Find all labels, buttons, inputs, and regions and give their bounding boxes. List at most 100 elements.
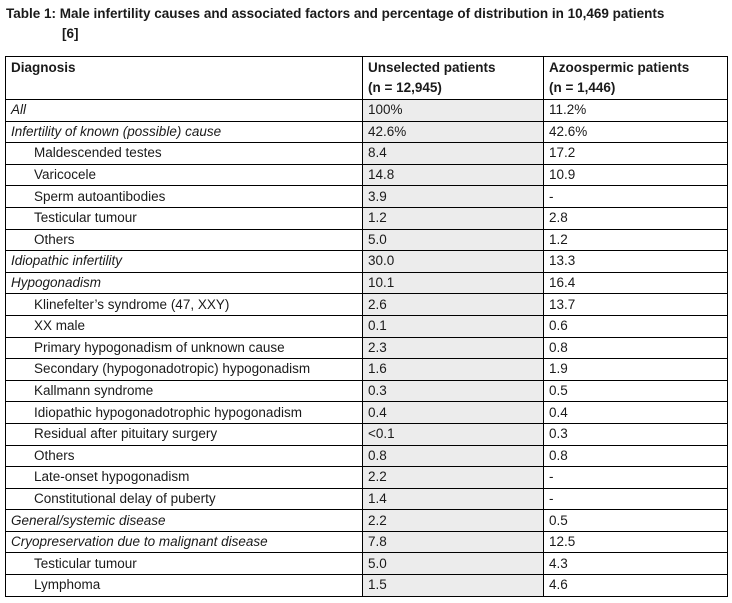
table-row: Others 0.8 0.8 bbox=[5, 444, 728, 468]
unselected-value-cell: 10.1 bbox=[362, 271, 544, 295]
unselected-value-cell: 2.2 bbox=[362, 509, 544, 532]
unselected-value-cell: 0.1 bbox=[362, 314, 544, 338]
diagnosis-category-cell: General/systemic disease bbox=[5, 509, 363, 532]
diagnosis-subitem-cell: Late-onset hypogonadism bbox=[5, 466, 363, 489]
table-row: Others 5.0 1.2 bbox=[5, 228, 728, 252]
unselected-value-cell: 5.0 bbox=[362, 552, 544, 576]
azoospermic-value-cell: 17.2 bbox=[543, 142, 728, 165]
unselected-value-cell: 2.3 bbox=[362, 336, 544, 360]
table-row: Maldescended testes 8.4 17.2 bbox=[5, 142, 728, 165]
unselected-value-cell: 7.8 bbox=[362, 530, 544, 554]
header-diagnosis-label: Diagnosis bbox=[11, 60, 76, 75]
unselected-value-cell: 0.8 bbox=[362, 444, 544, 468]
table-row: Testicular tumour 5.0 4.3 bbox=[5, 552, 728, 576]
unselected-value-cell: 5.0 bbox=[362, 228, 544, 252]
table-row: Hypogonadism 10.1 16.4 bbox=[5, 271, 728, 295]
unselected-value-cell: <0.1 bbox=[362, 422, 544, 446]
table-row: Varicocele 14.8 10.9 bbox=[5, 163, 728, 187]
table-row: Primary hypogonadism of unknown cause 2.3… bbox=[5, 336, 728, 360]
diagnosis-subitem-cell: Constitutional delay of puberty bbox=[5, 487, 363, 511]
azoospermic-value-cell: 0.4 bbox=[543, 401, 728, 424]
diagnosis-subitem-cell: Residual after pituitary surgery bbox=[5, 422, 363, 446]
unselected-value-cell: 0.3 bbox=[362, 379, 544, 403]
azoospermic-value-cell: 10.9 bbox=[543, 163, 728, 187]
caption-reference: [6] bbox=[62, 26, 79, 41]
azoospermic-value-cell: 1.9 bbox=[543, 358, 728, 381]
table-row: General/systemic disease 2.2 0.5 bbox=[5, 509, 728, 532]
unselected-value-cell: 1.5 bbox=[362, 574, 544, 597]
diagnosis-subitem-cell: Klinefelter’s syndrome (47, XXY) bbox=[5, 293, 363, 316]
diagnosis-subitem-cell: Others bbox=[5, 444, 363, 468]
unselected-value-cell: 1.2 bbox=[362, 206, 544, 230]
unselected-value-cell: 30.0 bbox=[362, 250, 544, 273]
diagnosis-subitem-cell: Primary hypogonadism of unknown cause bbox=[5, 336, 363, 360]
diagnosis-subitem-cell: Testicular tumour bbox=[5, 206, 363, 230]
unselected-value-cell: 100% bbox=[362, 99, 544, 122]
table-row: Kallmann syndrome 0.3 0.5 bbox=[5, 379, 728, 403]
table-row: Sperm autoantibodies 3.9- bbox=[5, 185, 728, 208]
diagnosis-subitem-cell: Others bbox=[5, 228, 363, 252]
diagnosis-subitem-cell: Sperm autoantibodies bbox=[5, 185, 363, 208]
azoospermic-value-cell: 4.6 bbox=[543, 574, 728, 597]
azoospermic-value-cell: 42.6% bbox=[543, 120, 728, 144]
azoospermic-value-cell: 0.8 bbox=[543, 444, 728, 468]
azoospermic-value-cell: 0.5 bbox=[543, 379, 728, 403]
header-azoospermic-label: Azoospermic patients bbox=[549, 60, 690, 75]
diagnosis-category-cell: Idiopathic infertility bbox=[5, 250, 363, 273]
table-row: Lymphoma 1.5 4.6 bbox=[5, 574, 728, 597]
unselected-value-cell: 14.8 bbox=[362, 163, 544, 187]
header-unselected-n: (n = 12,945) bbox=[368, 80, 442, 95]
azoospermic-value-cell: - bbox=[543, 185, 728, 208]
azoospermic-value-cell: 13.7 bbox=[543, 293, 728, 316]
diagnosis-subitem-cell: XX male bbox=[5, 314, 363, 338]
table-row: Late-onset hypogonadism 2.2- bbox=[5, 466, 728, 489]
header-unselected-label: Unselected patients bbox=[368, 60, 496, 75]
diagnosis-category-cell: Infertility of known (possible) cause bbox=[5, 120, 363, 144]
unselected-value-cell: 1.6 bbox=[362, 358, 544, 381]
diagnosis-subitem-cell: Varicocele bbox=[5, 163, 363, 187]
table-row: All 100% 11.2% bbox=[5, 99, 728, 122]
azoospermic-value-cell: - bbox=[543, 487, 728, 511]
azoospermic-value-cell: 1.2 bbox=[543, 228, 728, 252]
unselected-value-cell: 3.9 bbox=[362, 185, 544, 208]
diagnosis-subitem-cell: Maldescended testes bbox=[5, 142, 363, 165]
unselected-value-cell: 1.4 bbox=[362, 487, 544, 511]
diagnosis-subitem-cell: Lymphoma bbox=[5, 574, 363, 597]
table-body: All 100% 11.2% Infertility of known (possib… bbox=[5, 99, 728, 597]
azoospermic-value-cell: 0.8 bbox=[543, 336, 728, 360]
header-azoospermic-n: (n = 1,446) bbox=[549, 80, 616, 95]
diagnosis-category-cell: Hypogonadism bbox=[5, 271, 363, 295]
unselected-value-cell: 42.6% bbox=[362, 120, 544, 144]
azoospermic-value-cell: 2.8 bbox=[543, 206, 728, 230]
table-row: Cryopreservation due to malignant diseas… bbox=[5, 530, 728, 554]
azoospermic-value-cell: 12.5 bbox=[543, 530, 728, 554]
infertility-table: Diagnosis Unselected patients (n = 12,94… bbox=[5, 56, 728, 597]
diagnosis-category-cell: Cryopreservation due to malignant diseas… bbox=[5, 530, 363, 554]
table-caption: Table 1: Male infertility causes and ass… bbox=[6, 4, 726, 44]
azoospermic-value-cell: - bbox=[543, 466, 728, 489]
table-row: Residual after pituitary surgery <0.1 0.3 bbox=[5, 422, 728, 446]
azoospermic-value-cell: 4.3 bbox=[543, 552, 728, 576]
header-unselected-patients: Unselected patients (n = 12,945) bbox=[362, 56, 544, 100]
azoospermic-value-cell: 11.2% bbox=[543, 99, 728, 122]
diagnosis-subitem-cell: Secondary (hypogonadotropic) hypogonadis… bbox=[5, 358, 363, 381]
diagnosis-subitem-cell: Testicular tumour bbox=[5, 552, 363, 576]
header-azoospermic-patients: Azoospermic patients (n = 1,446) bbox=[543, 56, 728, 100]
diagnosis-subitem-cell: Idiopathic hypogonadotrophic hypogonadis… bbox=[5, 401, 363, 424]
table-row: Infertility of known (possible) cause 42.… bbox=[5, 120, 728, 144]
azoospermic-value-cell: 13.3 bbox=[543, 250, 728, 273]
azoospermic-value-cell: 0.3 bbox=[543, 422, 728, 446]
unselected-value-cell: 8.4 bbox=[362, 142, 544, 165]
table-row: Secondary (hypogonadotropic) hypogonadis… bbox=[5, 358, 728, 381]
table-row: Testicular tumour 1.2 2.8 bbox=[5, 206, 728, 230]
caption-text: Table 1: Male infertility causes and ass… bbox=[6, 6, 665, 21]
unselected-value-cell: 2.2 bbox=[362, 466, 544, 489]
diagnosis-subitem-cell: Kallmann syndrome bbox=[5, 379, 363, 403]
table-row: Klinefelter’s syndrome (47, XXY) 2.6 13.7 bbox=[5, 293, 728, 316]
table-row: XX male 0.1 0.6 bbox=[5, 314, 728, 338]
table-row: Constitutional delay of puberty 1.4- bbox=[5, 487, 728, 511]
azoospermic-value-cell: 0.6 bbox=[543, 314, 728, 338]
diagnosis-category-cell: All bbox=[5, 99, 363, 122]
unselected-value-cell: 2.6 bbox=[362, 293, 544, 316]
header-diagnosis: Diagnosis bbox=[5, 56, 363, 100]
